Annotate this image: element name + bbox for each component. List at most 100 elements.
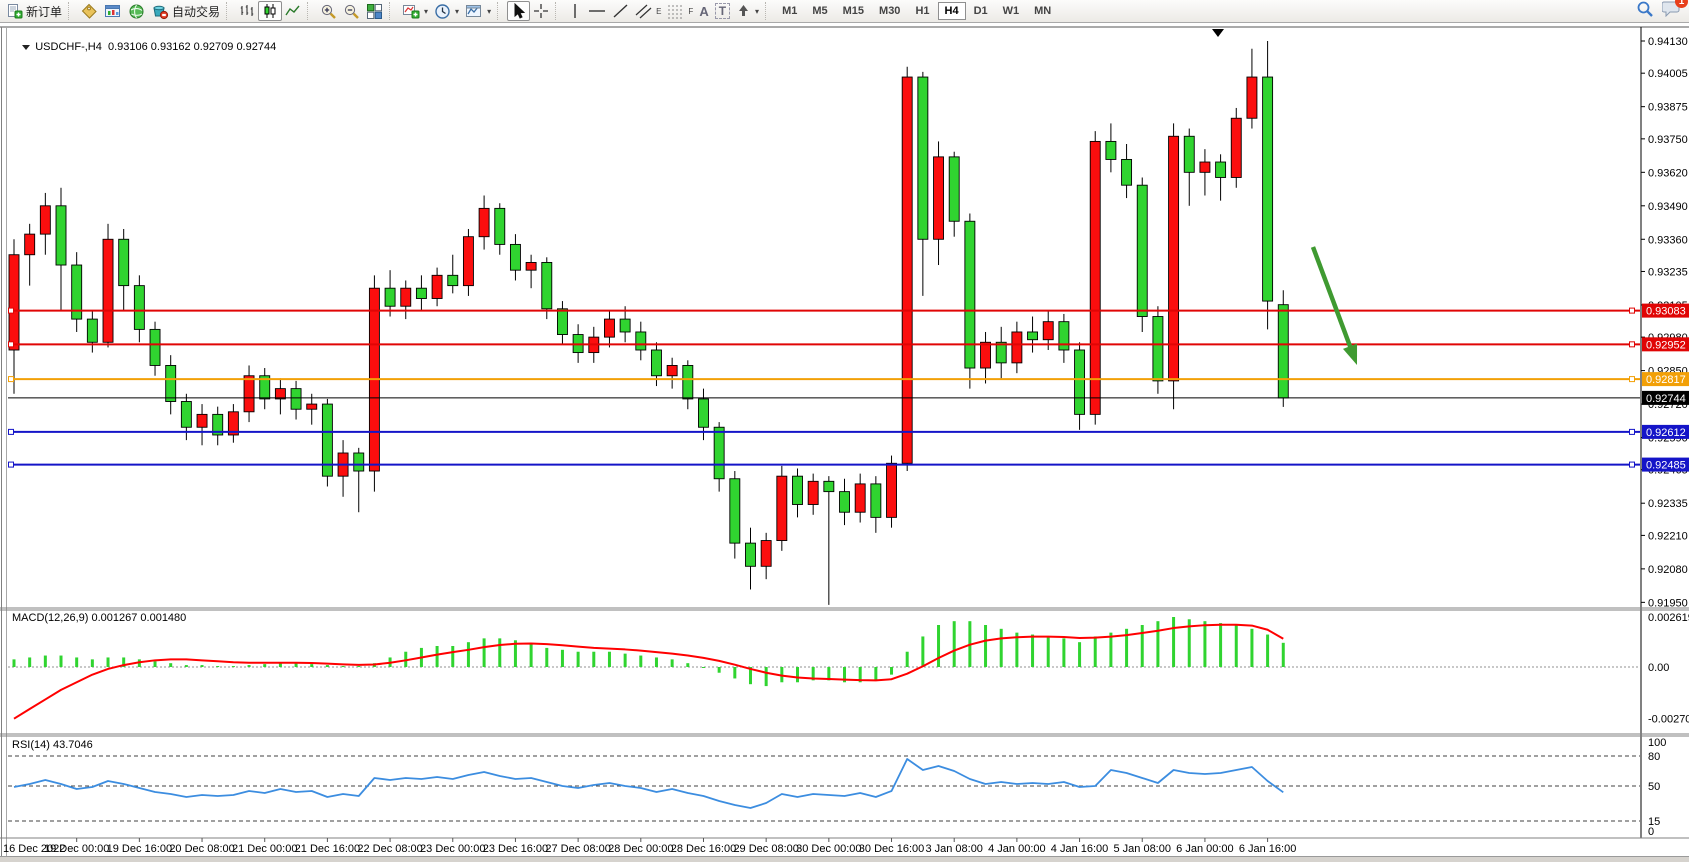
- arrows-tool-button[interactable]: ▾: [733, 1, 762, 21]
- search-icon[interactable]: [1636, 0, 1654, 23]
- crosshair-tool-button[interactable]: [530, 1, 552, 21]
- line-chart-mode-button[interactable]: [282, 1, 304, 21]
- line-anchor-handle[interactable]: [8, 461, 14, 468]
- bull-candle: [196, 413, 208, 428]
- macd-histogram-bar: [357, 666, 361, 668]
- timeframe-button-h4[interactable]: H4: [937, 2, 966, 20]
- bull-candle: [1199, 161, 1211, 173]
- text-tool-button[interactable]: A: [696, 1, 711, 21]
- time-label: 28 Dec 16:00: [671, 843, 736, 855]
- macd-histogram-bar: [341, 666, 345, 668]
- time-label: 6 Jan 00:00: [1176, 843, 1234, 855]
- annotation-arrow-shaft[interactable]: [1310, 246, 1355, 355]
- community-button[interactable]: [125, 1, 148, 21]
- bear-candle: [541, 261, 553, 310]
- line-anchor-handle[interactable]: [8, 341, 14, 348]
- annotation-arrow-head[interactable]: [1342, 343, 1358, 365]
- horizontal-line-tool-button[interactable]: [585, 1, 609, 21]
- templates-button[interactable]: ▾: [462, 1, 494, 21]
- toolbar-separator: [555, 2, 562, 20]
- fibonacci-tool-button[interactable]: F: [664, 1, 696, 21]
- macd-histogram-bar: [843, 667, 847, 683]
- chart-title-line: USDCHF-,H4 0.93106 0.93162 0.92709 0.927…: [10, 29, 276, 65]
- collapse-arrow-icon[interactable]: [22, 44, 31, 50]
- line-anchor-handle[interactable]: [1629, 341, 1635, 348]
- zoom-in-button[interactable]: [317, 1, 340, 21]
- line-anchor-handle[interactable]: [1629, 461, 1635, 468]
- indicators-button[interactable]: ▾: [399, 1, 431, 21]
- macd-histogram-bar: [106, 657, 110, 667]
- toolbar-separator: [765, 2, 772, 20]
- notification-badge: 1: [1675, 0, 1688, 8]
- macd-histogram-bar: [1187, 619, 1191, 667]
- price-badge-label: 0.92817: [1646, 374, 1686, 386]
- macd-histogram-bar: [122, 657, 126, 667]
- macd-histogram-bar: [1078, 642, 1082, 667]
- bull-candle: [933, 156, 944, 240]
- chart-window-button[interactable]: [101, 1, 125, 21]
- timeframe-button-m30[interactable]: M30: [879, 5, 901, 17]
- vertical-line-tool-button[interactable]: [565, 1, 585, 21]
- line-anchor-handle[interactable]: [1629, 428, 1635, 435]
- price-tick-label: 0.94005: [1648, 68, 1688, 80]
- bear-candle: [509, 243, 521, 271]
- add-indicator-icon: [402, 3, 420, 20]
- autotrade-button[interactable]: 自动交易: [148, 1, 223, 21]
- bar-chart-mode-button[interactable]: [236, 1, 258, 21]
- timeframe-button-w1[interactable]: W1: [1002, 5, 1020, 17]
- bull-candle: [760, 540, 772, 567]
- chat-button[interactable]: 1: [1661, 0, 1688, 22]
- channel-tool-button[interactable]: E: [632, 1, 664, 21]
- macd-histogram-bar: [717, 667, 721, 673]
- line-anchor-handle[interactable]: [1629, 307, 1635, 314]
- timeframe-button-d1[interactable]: D1: [973, 5, 988, 17]
- timeframe-button-m5[interactable]: M5: [812, 5, 828, 17]
- symbols-button[interactable]: [78, 1, 101, 21]
- dropdown-arrow-icon: ▾: [424, 6, 429, 16]
- cursor-tool-button[interactable]: [507, 1, 531, 21]
- bear-candle: [651, 349, 662, 377]
- macd-histogram-bar: [1015, 632, 1019, 667]
- line-anchor-handle[interactable]: [8, 376, 14, 383]
- bull-candle: [39, 205, 51, 235]
- text-label-tool-button[interactable]: T: [712, 1, 733, 21]
- macd-histogram-bar: [294, 663, 298, 667]
- line-anchor-handle[interactable]: [8, 307, 14, 314]
- bear-candle: [290, 388, 302, 410]
- timeframe-button-h1[interactable]: H1: [915, 5, 930, 17]
- fibo-letter: F: [688, 6, 694, 16]
- timeframe-button-m1[interactable]: M1: [782, 5, 798, 17]
- chart-window-icon: [104, 3, 122, 20]
- bear-candle: [1183, 135, 1195, 173]
- chart-shift-marker[interactable]: [1212, 29, 1224, 37]
- price-badge: [1642, 424, 1689, 439]
- time-label: 27 Dec 08:00: [545, 843, 610, 855]
- bear-candle: [1215, 161, 1227, 178]
- bear-candle: [995, 341, 1007, 364]
- candlestick-mode-button[interactable]: [258, 1, 283, 21]
- bear-candle: [384, 287, 396, 307]
- timeframe-button-m15[interactable]: M15: [842, 5, 865, 17]
- new-order-button[interactable]: 新订单: [3, 1, 65, 21]
- line-anchor-handle[interactable]: [8, 428, 14, 435]
- macd-histogram-bar: [639, 655, 643, 667]
- bear-candle: [86, 318, 98, 343]
- price-badge: [1642, 337, 1689, 352]
- tile-windows-button[interactable]: [363, 1, 386, 21]
- macd-histogram-bar: [43, 655, 47, 667]
- equidistant-channel-icon: [635, 3, 652, 19]
- bull-candle: [400, 287, 412, 307]
- bull-candle: [274, 388, 286, 400]
- price-badge-label: 0.92612: [1646, 427, 1686, 439]
- time-label: 5 Jan 08:00: [1113, 843, 1171, 855]
- timeframes-menu-button[interactable]: ▾: [431, 1, 462, 21]
- bear-candle: [839, 491, 850, 513]
- macd-histogram-bar: [670, 659, 674, 667]
- bar-chart-icon: [239, 3, 255, 19]
- timeframe-button-mn[interactable]: MN: [1034, 5, 1052, 17]
- toolbar-separator: [389, 2, 396, 20]
- zoom-out-button[interactable]: [340, 1, 363, 21]
- trendline-tool-button[interactable]: [609, 1, 632, 21]
- line-anchor-handle[interactable]: [1629, 376, 1635, 383]
